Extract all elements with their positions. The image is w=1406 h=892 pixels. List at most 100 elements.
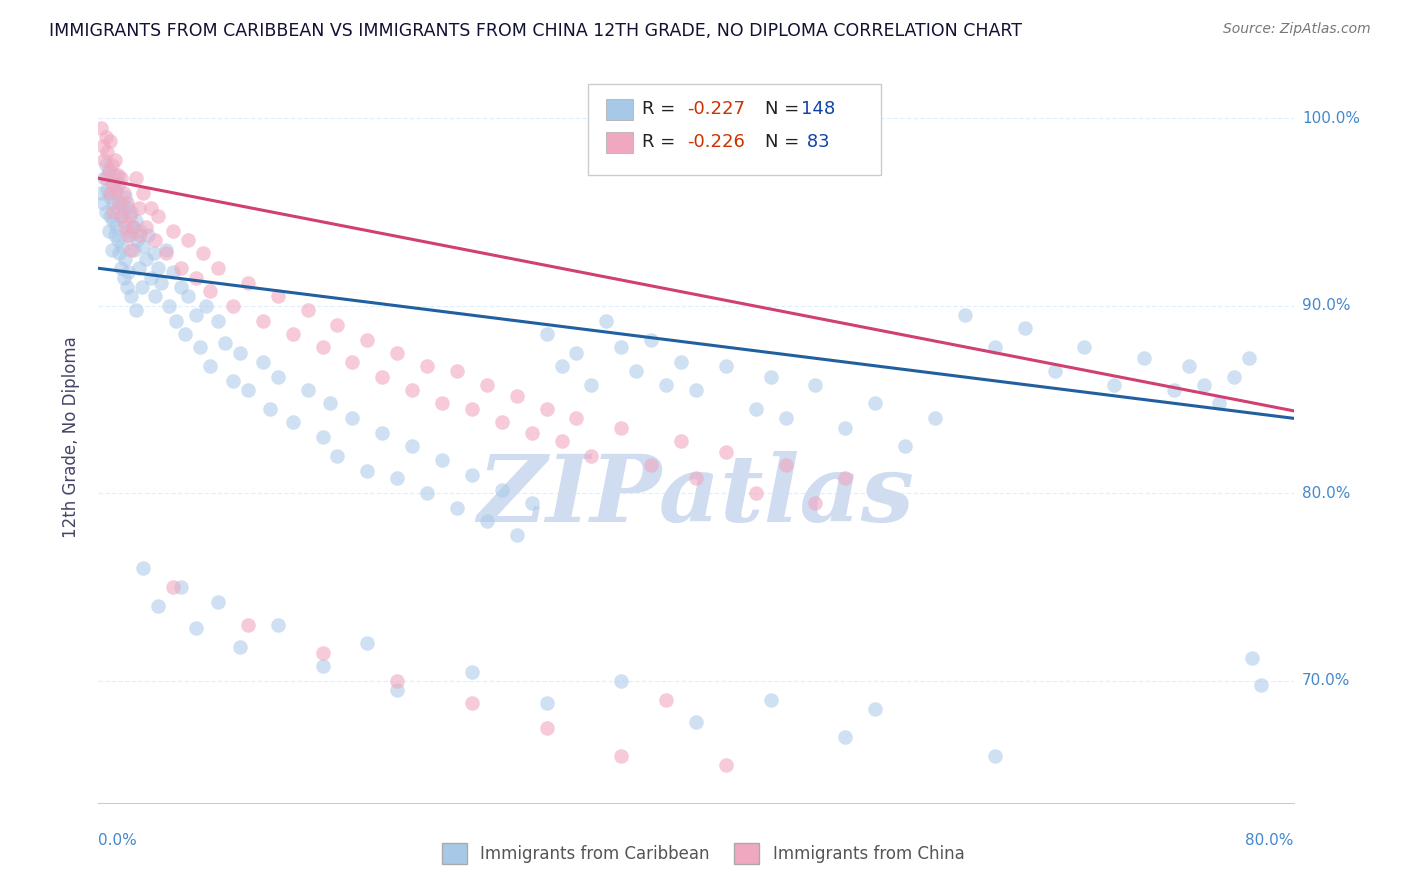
Point	[155, 246, 177, 260]
Point	[626, 364, 648, 378]
Point	[610, 748, 633, 763]
Point	[430, 452, 453, 467]
Point	[342, 411, 364, 425]
Point	[131, 280, 153, 294]
Point	[371, 426, 394, 441]
Point	[125, 171, 148, 186]
Point	[281, 326, 304, 341]
Point	[865, 396, 887, 410]
Point	[401, 383, 423, 397]
Point	[97, 163, 120, 178]
Point	[385, 471, 409, 485]
Point	[111, 209, 134, 223]
Point	[342, 355, 364, 369]
Y-axis label: 12th Grade, No Diploma: 12th Grade, No Diploma	[62, 336, 80, 538]
Point	[98, 209, 122, 223]
Point	[759, 370, 782, 384]
Point	[953, 308, 976, 322]
Point	[195, 299, 218, 313]
Point	[924, 411, 946, 425]
Point	[669, 434, 692, 448]
Point	[685, 383, 707, 397]
Point	[1163, 383, 1185, 397]
Point	[259, 401, 281, 416]
Point	[267, 289, 290, 303]
Point	[184, 621, 207, 635]
Point	[101, 158, 124, 172]
Point	[177, 289, 200, 303]
Point	[311, 340, 333, 354]
Point	[104, 227, 127, 242]
Point	[865, 702, 887, 716]
Point	[461, 697, 484, 711]
Text: R =: R =	[643, 133, 681, 152]
Point	[371, 370, 394, 384]
Point	[98, 186, 122, 201]
Point	[96, 145, 118, 159]
Point	[669, 355, 692, 369]
Point	[655, 377, 678, 392]
Point	[125, 302, 148, 317]
Point	[107, 233, 129, 247]
Point	[162, 265, 184, 279]
Point	[148, 209, 170, 223]
Point	[401, 440, 423, 454]
Point	[93, 153, 115, 167]
Point	[506, 527, 529, 541]
Point	[356, 636, 378, 650]
Point	[115, 280, 138, 294]
Point	[143, 289, 166, 303]
Point	[311, 430, 333, 444]
Point	[311, 646, 333, 660]
Point	[520, 426, 543, 441]
Point	[103, 205, 125, 219]
Text: Source: ZipAtlas.com: Source: ZipAtlas.com	[1223, 22, 1371, 37]
Point	[1192, 377, 1215, 392]
Point	[536, 721, 558, 735]
Text: ZIPatlas: ZIPatlas	[478, 450, 914, 541]
Point	[236, 617, 259, 632]
Point	[115, 195, 138, 210]
Point	[281, 415, 304, 429]
Point	[640, 458, 662, 473]
Point	[1223, 370, 1246, 384]
Text: 70.0%: 70.0%	[1302, 673, 1350, 689]
Text: 100.0%: 100.0%	[1302, 111, 1360, 126]
Point	[142, 246, 165, 260]
Point	[135, 220, 157, 235]
Point	[236, 277, 259, 291]
Point	[385, 673, 409, 688]
Point	[610, 673, 633, 688]
Point	[461, 401, 484, 416]
Point	[129, 224, 152, 238]
Text: R =: R =	[643, 101, 681, 119]
Point	[745, 401, 768, 416]
Point	[132, 561, 155, 575]
Point	[311, 659, 333, 673]
Point	[165, 314, 187, 328]
Point	[326, 318, 349, 332]
Point	[297, 302, 319, 317]
Point	[356, 464, 378, 478]
Point	[1014, 321, 1036, 335]
Point	[775, 458, 797, 473]
Point	[136, 227, 159, 242]
Point	[108, 177, 131, 191]
Point	[714, 758, 737, 772]
Point	[1208, 396, 1230, 410]
Point	[121, 220, 143, 235]
Point	[105, 182, 128, 196]
Point	[97, 163, 120, 178]
Point	[101, 177, 124, 191]
Point	[108, 195, 131, 210]
Point	[804, 496, 827, 510]
Point	[104, 153, 127, 167]
Point	[157, 299, 180, 313]
Point	[132, 186, 155, 201]
Point	[685, 471, 707, 485]
Point	[115, 224, 138, 238]
Point	[162, 580, 184, 594]
Point	[581, 449, 603, 463]
Point	[105, 186, 128, 201]
Point	[984, 748, 1007, 763]
